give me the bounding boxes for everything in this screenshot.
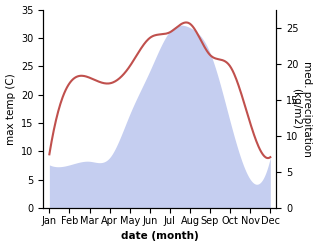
Y-axis label: med. precipitation
(kg/m2): med. precipitation (kg/m2)	[291, 61, 313, 157]
Y-axis label: max temp (C): max temp (C)	[5, 73, 16, 145]
X-axis label: date (month): date (month)	[121, 231, 199, 242]
